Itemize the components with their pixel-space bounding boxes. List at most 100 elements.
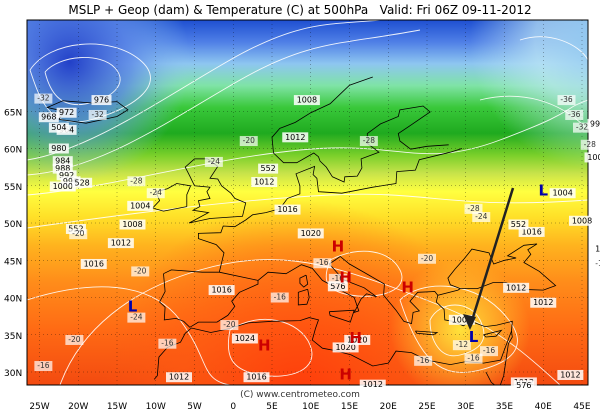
pressure-label: 1012: [363, 380, 383, 389]
temperature-label: -32: [576, 123, 588, 132]
temperature-label: -20: [421, 254, 433, 263]
temperature-label: -16: [274, 293, 286, 302]
temperature-label-bg: [220, 320, 239, 331]
temperature-label: -20: [72, 229, 84, 238]
pressure-label-bg: [52, 163, 73, 174]
high-pressure-center: H: [258, 336, 271, 354]
temperature-label-bg: [88, 109, 107, 120]
temperature-label-bg: [34, 93, 53, 104]
temperature-label: -12: [456, 340, 468, 349]
pressure-label-bg: [107, 238, 134, 249]
temperature-label-bg: [239, 136, 258, 147]
geopotential-label-bg: [508, 219, 529, 230]
high-pressure-center: H: [339, 365, 352, 383]
temperature-label: -28: [584, 140, 596, 149]
pressure-label-bg: [448, 314, 475, 325]
longitude-label: 20E: [380, 402, 397, 412]
pressure-label-bg: [127, 200, 154, 211]
geopotential-label: 504: [51, 123, 66, 132]
pressure-label-bg: [80, 258, 107, 269]
pressure-label: 1008: [122, 220, 142, 229]
pressure-label: 1012: [111, 239, 131, 248]
temperature-label: -20: [223, 320, 235, 329]
coastline-levant: [503, 330, 513, 376]
high-pressure-center: H: [401, 278, 414, 296]
temperature-label-bg: [131, 266, 150, 277]
high-pressure-center: H: [339, 269, 352, 287]
longitude-label: 30E: [457, 402, 474, 412]
latitude-label: 45N: [4, 257, 22, 267]
pressure-label: 1016: [521, 227, 541, 236]
pressure-label: 1016: [595, 245, 600, 254]
temperature-label: -16: [483, 346, 495, 355]
temperature-label: -24: [150, 188, 162, 197]
pressure-label: 1000: [587, 153, 600, 162]
high-pressure-center: H: [349, 329, 362, 347]
temperature-label: -20: [68, 335, 80, 344]
longitude-label: 20W: [68, 402, 88, 412]
temperature-label-bg: [65, 334, 84, 345]
temperature-label-bg: [158, 338, 177, 349]
temperature-label-bg: [270, 292, 289, 303]
geopotential-label-bg: [72, 177, 93, 188]
pressure-label-bg: [60, 176, 81, 187]
pressure-label-bg: [49, 181, 76, 192]
pressure-label: 1016: [84, 259, 104, 268]
temperature-label-bg: [313, 258, 332, 269]
pressure-label: 1008: [572, 216, 592, 225]
pressure-label: 972: [59, 108, 74, 117]
temperature-label-bg: [204, 156, 223, 167]
pressure-label-bg: [530, 297, 557, 308]
temperature-label: -16: [467, 354, 479, 363]
contour-line: [29, 43, 151, 123]
geopotential-label: 528: [74, 178, 89, 187]
pressure-label: 1020: [335, 343, 355, 352]
coastline-med-north: [257, 243, 557, 325]
latitude-label: 35N: [4, 332, 22, 342]
pressure-label: 1008: [452, 315, 472, 324]
pressure-label: 1016: [246, 373, 266, 382]
pressure-label: 1012: [533, 298, 553, 307]
pressure-label: 1008: [297, 96, 317, 105]
trough-arrow-head: [463, 314, 476, 330]
longitude-label: 5W: [187, 402, 202, 412]
longitude-label: 15E: [341, 402, 358, 412]
pressure-label: 1012: [560, 370, 580, 379]
coastline-cyprus: [483, 329, 503, 338]
latitude-label: 55N: [4, 183, 22, 193]
longitude-label: 25W: [29, 402, 49, 412]
watermark: (C) www.centrometeo.com: [240, 390, 360, 400]
contour-line: [27, 29, 421, 176]
pressure-label-bg: [119, 219, 146, 230]
temperature-label: -24: [130, 313, 142, 322]
map-frame: [26, 19, 589, 386]
pressure-label-bg: [592, 244, 600, 255]
longitude-label: 5E: [266, 402, 278, 412]
coastline-corsica: [299, 274, 309, 288]
temperature-label: -24: [208, 157, 220, 166]
coastline-crete: [415, 330, 439, 336]
temperature-label: -36: [568, 110, 580, 119]
pressure-label-bg: [166, 372, 192, 383]
temperature-label-bg: [592, 258, 600, 269]
pressure-label-bg: [297, 228, 324, 239]
coastline-sardinia: [297, 288, 310, 306]
pressure-label: 1012: [169, 373, 189, 382]
latitude-label: 50N: [4, 220, 22, 230]
pressure-label-bg: [48, 143, 69, 154]
temperature-label-bg: [464, 203, 483, 214]
pressure-label: 996: [63, 177, 78, 186]
pressure-label: 980: [51, 144, 66, 153]
latitude-label: 30N: [4, 369, 22, 379]
pressure-label-bg: [56, 107, 77, 118]
temperature-label: -20: [134, 266, 146, 275]
pressure-label-bg: [344, 334, 371, 345]
longitude-label: 10E: [302, 402, 319, 412]
temperature-label: -32: [37, 94, 49, 103]
pressure-label-bg: [518, 226, 545, 237]
latitude-label: 60N: [4, 146, 22, 156]
pressure-label-bg: [208, 285, 235, 296]
low-pressure-center: L: [128, 298, 138, 316]
temperature-label-bg: [464, 353, 483, 364]
high-pressure-center: H: [332, 237, 345, 255]
